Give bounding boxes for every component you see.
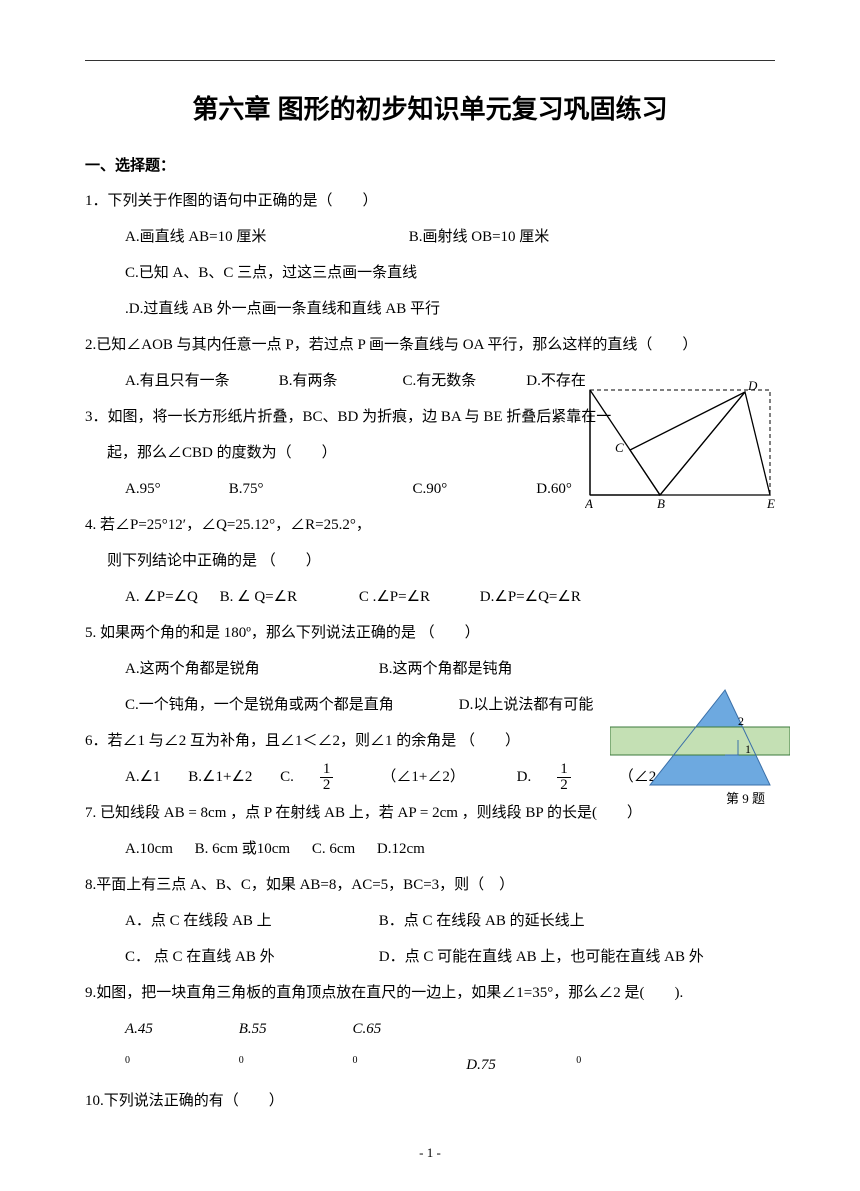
q2-optB: B.有两条 — [279, 363, 399, 399]
q9-optC: C.650 — [353, 1011, 463, 1083]
fig3-label-B: B — [657, 496, 665, 510]
figure-q3: A B C D E — [585, 380, 775, 510]
top-rule — [85, 60, 775, 61]
q4-optC: C .∠P=∠R — [359, 579, 430, 615]
q6-optA: A.∠1 — [125, 759, 161, 795]
q7-optA: A.10cm — [125, 831, 173, 867]
q9-stem: 9.如图，把一块直角三角板的直角顶点放在直尺的一边上，如果∠1=35°，那么∠2… — [85, 975, 775, 1011]
page-number: - 1 - — [0, 1145, 860, 1161]
q9-optB: B.550 — [239, 1011, 349, 1083]
question-1: 1．下列关于作图的语句中正确的是（ ） A.画直线 AB=10 厘米 B.画射线… — [85, 183, 775, 327]
fig9-label-1: 1 — [745, 742, 751, 756]
q5-optD: D.以上说法都有可能 — [459, 687, 594, 723]
figure-q9: 2 1 — [610, 685, 790, 795]
q4-optB: B. ∠ Q=∠R — [220, 579, 297, 615]
q2-optA: A.有且只有一条 — [125, 363, 275, 399]
q1-optB: B.画射线 OB=10 厘米 — [409, 219, 550, 255]
fig3-label-A: A — [585, 496, 593, 510]
q9-optA: A.450 — [125, 1011, 235, 1083]
q3-optB: B.75° — [229, 471, 409, 507]
fig3-label-C: C — [615, 440, 624, 455]
q8-optA: A．点 C 在线段 AB 上 — [125, 903, 375, 939]
fig3-label-E: E — [766, 496, 775, 510]
q1-optA: A.画直线 AB=10 厘米 — [125, 219, 405, 255]
fig9-ruler — [610, 727, 790, 755]
fig3-label-D: D — [747, 380, 758, 393]
q4-optD: D.∠P=∠Q=∠R — [480, 579, 581, 615]
question-8: 8.平面上有三点 A、B、C，如果 AB=8，AC=5，BC=3，则（ ） A．… — [85, 867, 775, 975]
q1-stem: 1．下列关于作图的语句中正确的是（ ） — [85, 183, 775, 219]
q7-optD: D.12cm — [377, 831, 425, 867]
question-4: 4. 若∠P=25°12′，∠Q=25.12°，∠R=25.2°， 则下列结论中… — [85, 507, 775, 615]
q5-optA: A.这两个角都是锐角 — [125, 651, 375, 687]
q3-optC: C.90° — [413, 471, 533, 507]
q8-stem: 8.平面上有三点 A、B、C，如果 AB=8，AC=5，BC=3，则（ ） — [85, 867, 775, 903]
q10-stem: 10.下列说法正确的有（ ） — [85, 1083, 775, 1119]
fig9-caption: 第 9 题 — [726, 788, 765, 807]
question-9: 9.如图，把一块直角三角板的直角顶点放在直尺的一边上，如果∠1=35°，那么∠2… — [85, 975, 775, 1083]
q5-optC: C.一个钝角，一个是锐角或两个都是直角 — [125, 687, 455, 723]
question-10: 10.下列说法正确的有（ ） — [85, 1083, 775, 1119]
q4-stem2: 则下列结论中正确的是 （ ） — [85, 543, 775, 579]
q8-optB: B．点 C 在线段 AB 的延长线上 — [379, 903, 585, 939]
q6-optB: B.∠1+∠2 — [188, 759, 252, 795]
page-title: 第六章 图形的初步知识单元复习巩固练习 — [85, 89, 775, 126]
q7-stem: 7. 已知线段 AB = 8cm ，点 P 在射线 AB 上，若 AP = 2c… — [85, 795, 775, 831]
fig9-label-2: 2 — [738, 714, 744, 728]
q7-optC: C. 6cm — [312, 831, 355, 867]
section-heading: 一、选择题： — [85, 154, 775, 175]
q8-optD: D．点 C 可能在直线 AB 上，也可能在直线 AB 外 — [379, 939, 704, 975]
q4-optA: A. ∠P=∠Q — [125, 579, 198, 615]
q8-optC: C． 点 C 在直线 AB 外 — [125, 939, 375, 975]
q3-optA: A.95° — [125, 471, 225, 507]
q7-optB: B. 6cm 或10cm — [195, 831, 290, 867]
q2-optC: C.有无数条 — [403, 363, 523, 399]
q4-stem1: 4. 若∠P=25°12′，∠Q=25.12°，∠R=25.2°， — [85, 507, 775, 543]
q5-optB: B.这两个角都是钝角 — [379, 651, 513, 687]
q9-optD: D.750 — [466, 1047, 581, 1083]
q5-stem: 5. 如果两个角的和是 180º，那么下列说法正确的是 （ ） — [85, 615, 775, 651]
q2-stem: 2.已知∠AOB 与其内任意一点 P，若过点 P 画一条直线与 OA 平行，那么… — [85, 327, 775, 363]
q6-optC: C.12（∠1+∠2） — [280, 759, 489, 795]
q1-optD: .D.过直线 AB 外一点画一条直线和直线 AB 平行 — [125, 291, 440, 327]
q1-optC: C.已知 A、B、C 三点，过这三点画一条直线 — [125, 255, 417, 291]
question-7: 7. 已知线段 AB = 8cm ，点 P 在射线 AB 上，若 AP = 2c… — [85, 795, 775, 867]
